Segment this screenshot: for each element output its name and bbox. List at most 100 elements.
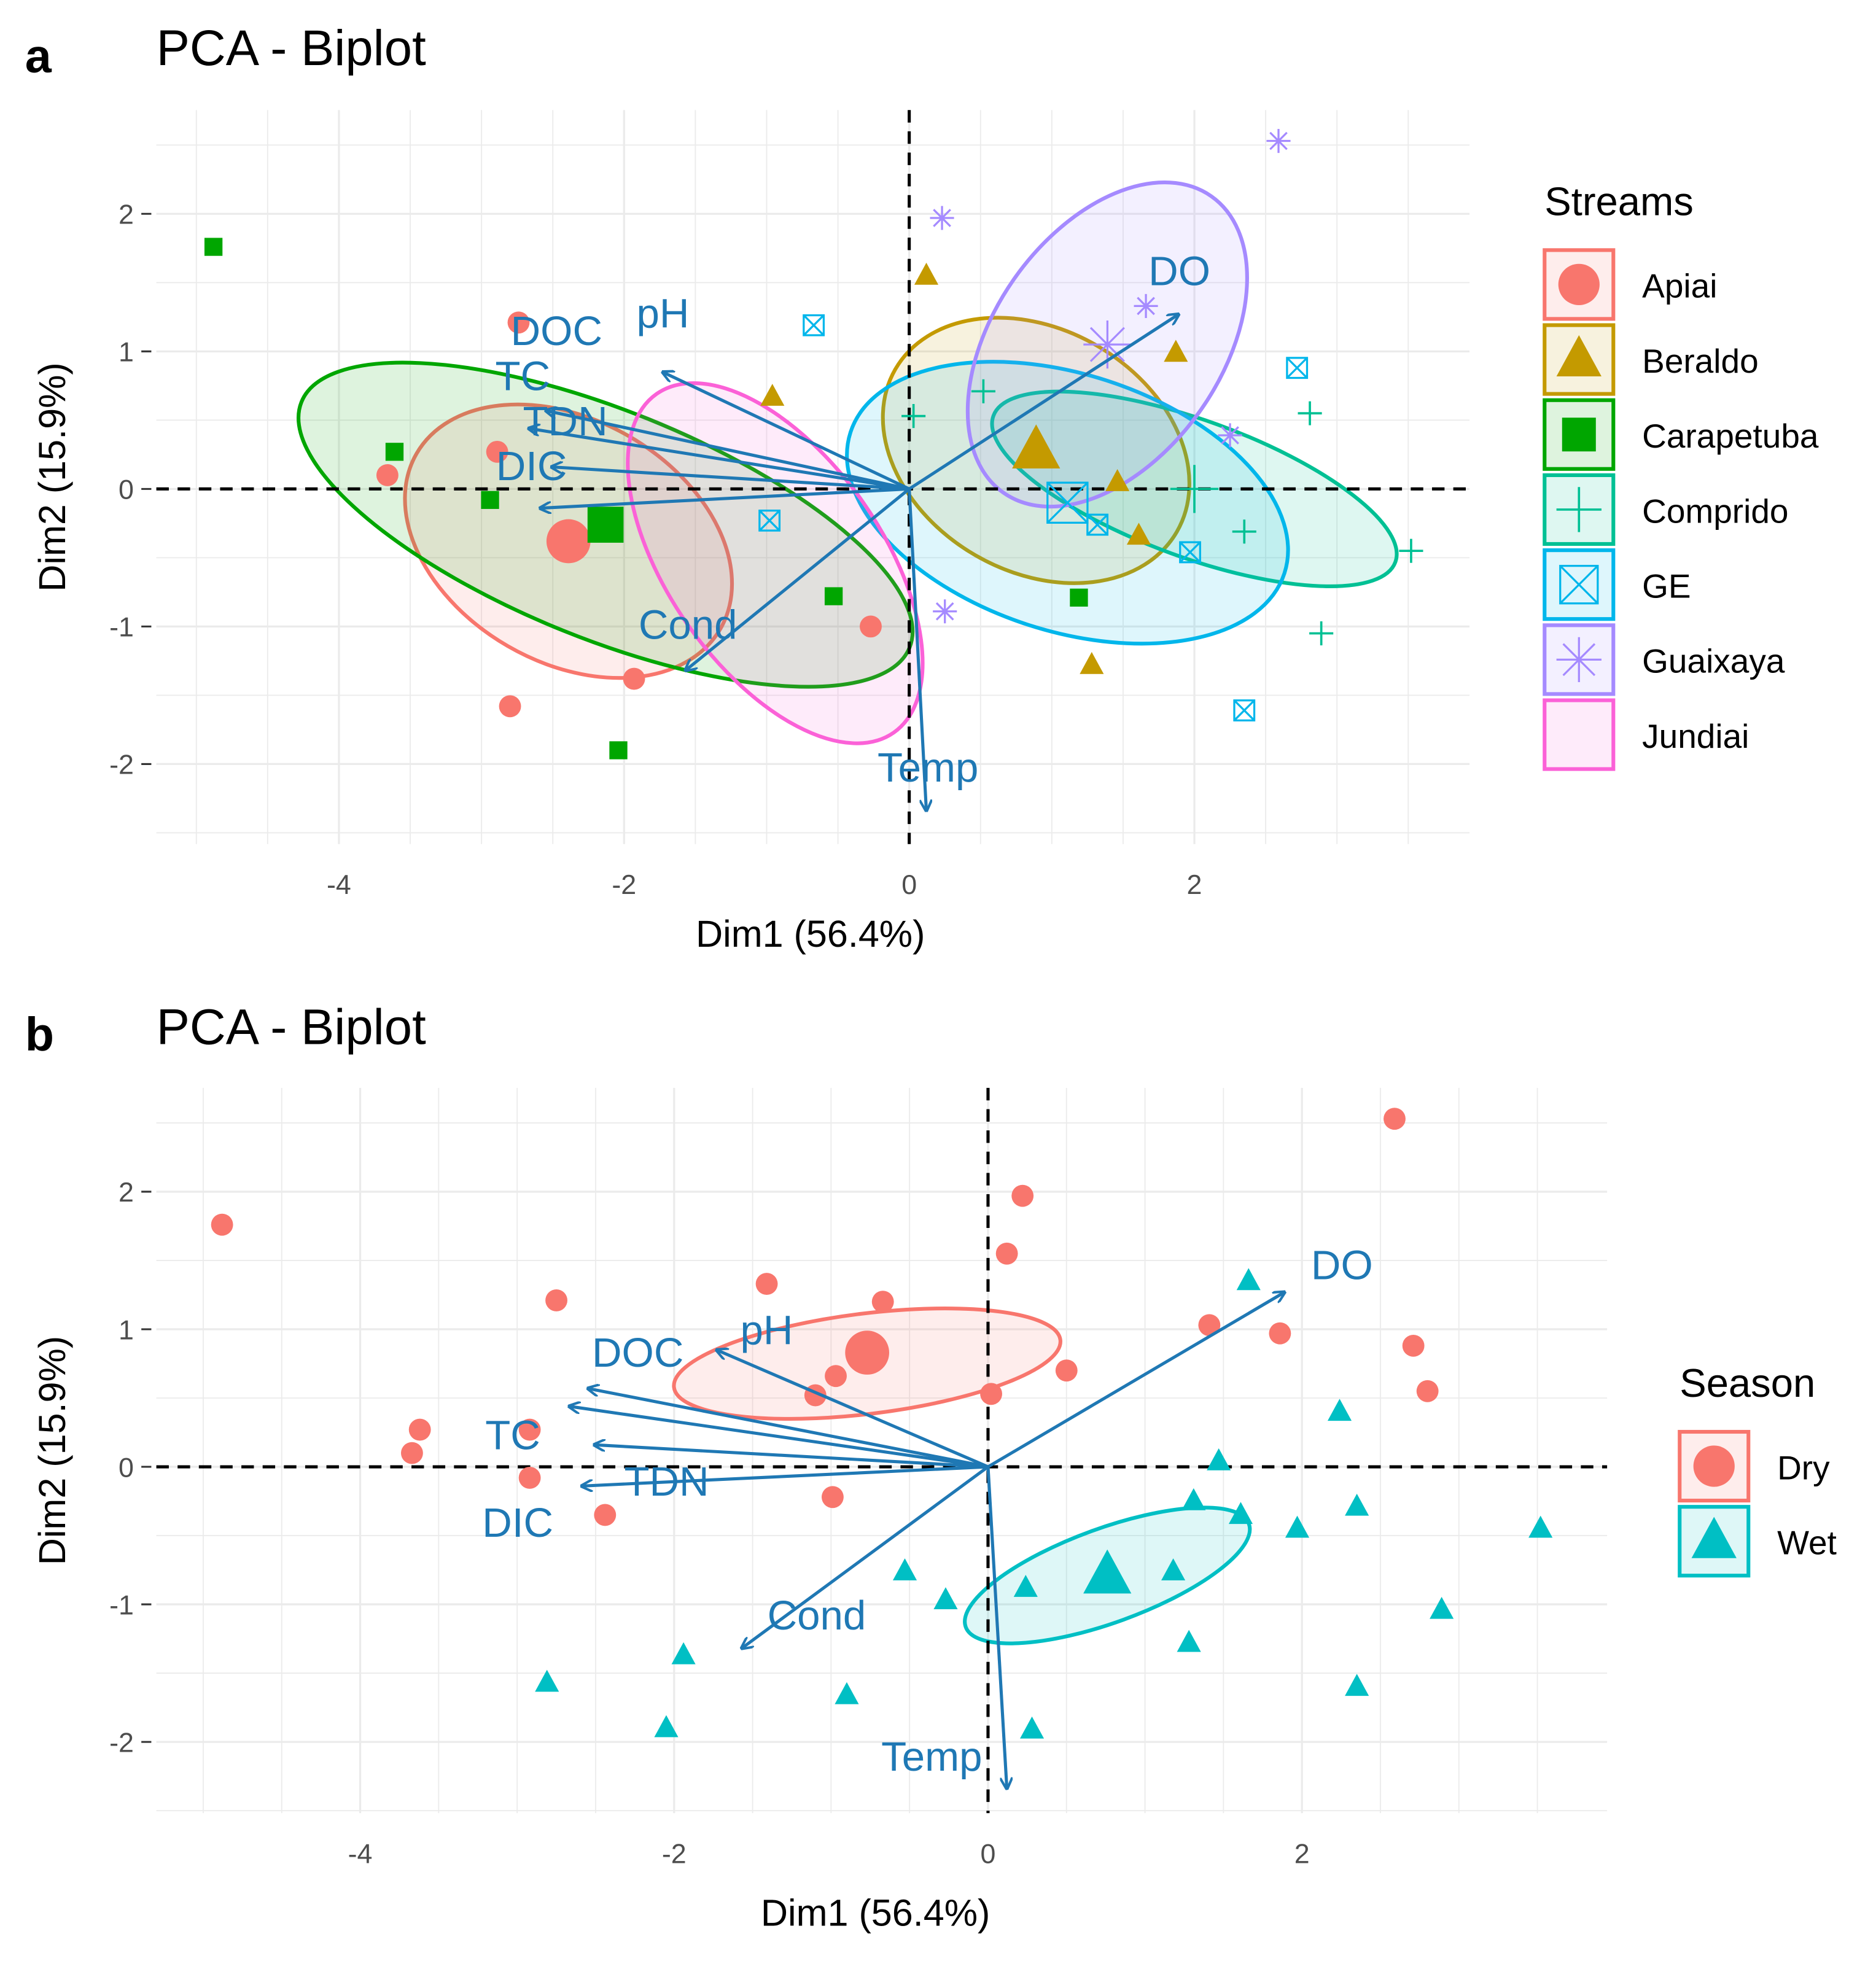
point-apiai [507,311,530,334]
x-tick-label: -4 [348,1839,373,1870]
y-tick-label: 2 [119,200,134,230]
legend-label: Jundiai [1642,717,1749,755]
mean-point-apiai [546,519,591,564]
point-wet [933,1587,958,1610]
variable-label-do: DO [1311,1243,1373,1289]
point-wet [1161,1558,1186,1580]
mean-point-beraldo [1012,424,1061,468]
point-wet [1345,1493,1369,1516]
x-tick-label: 2 [1187,869,1202,900]
variable-label-do: DO [1148,248,1210,294]
point-apiai [376,464,399,486]
point-dry [1198,1314,1221,1337]
point-dry [1269,1322,1291,1345]
legend-label: Guaixaya [1642,642,1785,680]
arrow-temp [908,489,927,810]
legend-label: Beraldo [1642,342,1759,380]
y-axis-title: Dim2 (15.9%) [31,362,73,591]
point-comprido [1232,519,1256,544]
mean-point-wet [1083,1549,1132,1594]
point-dry [755,1273,778,1295]
y-tick-label: 1 [119,337,134,368]
legend-title: Streams [1544,179,1694,223]
variable-label-doc: DOC [511,308,602,354]
point-wet [535,1669,559,1692]
point-wet [1327,1399,1352,1421]
point-apiai [860,615,882,638]
legend-label: Carapetuba [1642,417,1819,455]
legend-item-apiai: Apiai [1543,248,1717,321]
point-wet [1177,1629,1201,1652]
arrow-tdn [594,1445,989,1469]
arrow-do [908,314,1179,491]
point-beraldo [1080,651,1104,674]
point-carapetuba [1070,588,1088,607]
point-wet [1430,1596,1454,1619]
point-guaixaya [930,206,954,230]
point-comprido [1309,621,1334,646]
x-tick-label: 2 [1294,1839,1310,1870]
point-comprido [1399,538,1423,563]
point-ge [1179,541,1201,564]
point-dry [594,1504,617,1526]
x-tick-label: -2 [662,1839,687,1870]
point-apiai [623,667,645,690]
point-comprido [971,379,995,403]
legend: Season Dry Wet [1678,1361,1837,1578]
x-axis-title: Dim1 (56.4%) [696,913,925,955]
chart-title: PCA - Biplot [157,20,426,76]
point-beraldo [1105,468,1130,491]
point-wet [892,1558,917,1580]
legend-key [1543,698,1616,771]
x-axis-title: Dim1 (56.4%) [761,1892,990,1933]
x-tick-label: 0 [981,1839,996,1870]
legend-item-wet: Wet [1678,1505,1837,1578]
point-carapetuba [385,443,404,461]
point-dry [1416,1380,1439,1402]
point-wet [1019,1716,1045,1739]
point-comprido [901,404,926,429]
point-ge [1086,513,1109,536]
y-axis-title: Dim2 (15.9%) [31,1336,73,1565]
mean-point-carapetuba [587,507,624,543]
chart-title: PCA - Biplot [157,1000,426,1055]
variable-label-temp: Temp [881,1734,982,1780]
legend-symbol [1556,487,1602,532]
point-guaixaya [1134,293,1158,318]
point-dry [995,1242,1018,1265]
point-dry [1402,1334,1425,1357]
variable-label-tdn: TDN [523,398,608,445]
variable-label-temp: Temp [878,745,978,791]
variable-label-ph: pH [636,291,689,337]
point-beraldo [914,262,939,285]
arrow-dic [540,487,909,508]
point-dry [871,1291,894,1313]
point-dry [1011,1184,1034,1207]
point-dry [821,1486,844,1509]
legend-symbol [1693,1445,1735,1487]
legend-label: Wet [1777,1524,1837,1562]
point-wet [1228,1502,1253,1525]
variable-label-dic: DIC [496,443,567,489]
legend-symbol [1562,418,1596,452]
x-tick-label: -2 [612,869,636,900]
legend-symbol [1559,564,1599,605]
point-beraldo [1164,340,1188,362]
point-wet [1285,1515,1310,1538]
variable-label-tc: TC [485,1413,540,1459]
mean-point-ge [1046,481,1089,524]
point-dry [545,1289,567,1311]
arrow-ph [717,1350,989,1469]
arrow-temp [986,1466,1007,1789]
point-ge [803,314,825,336]
legend-item-beraldo: Beraldo [1543,323,1759,396]
arrow-doc [546,411,910,491]
arrow-cond [742,1465,989,1649]
y-tick-label: -1 [109,1590,134,1620]
point-dry [825,1365,847,1388]
point-wet [1207,1448,1231,1470]
legend-item-ge: GE [1543,548,1691,621]
variable-label-cond: Cond [639,602,738,648]
arrow-ph [663,372,910,491]
